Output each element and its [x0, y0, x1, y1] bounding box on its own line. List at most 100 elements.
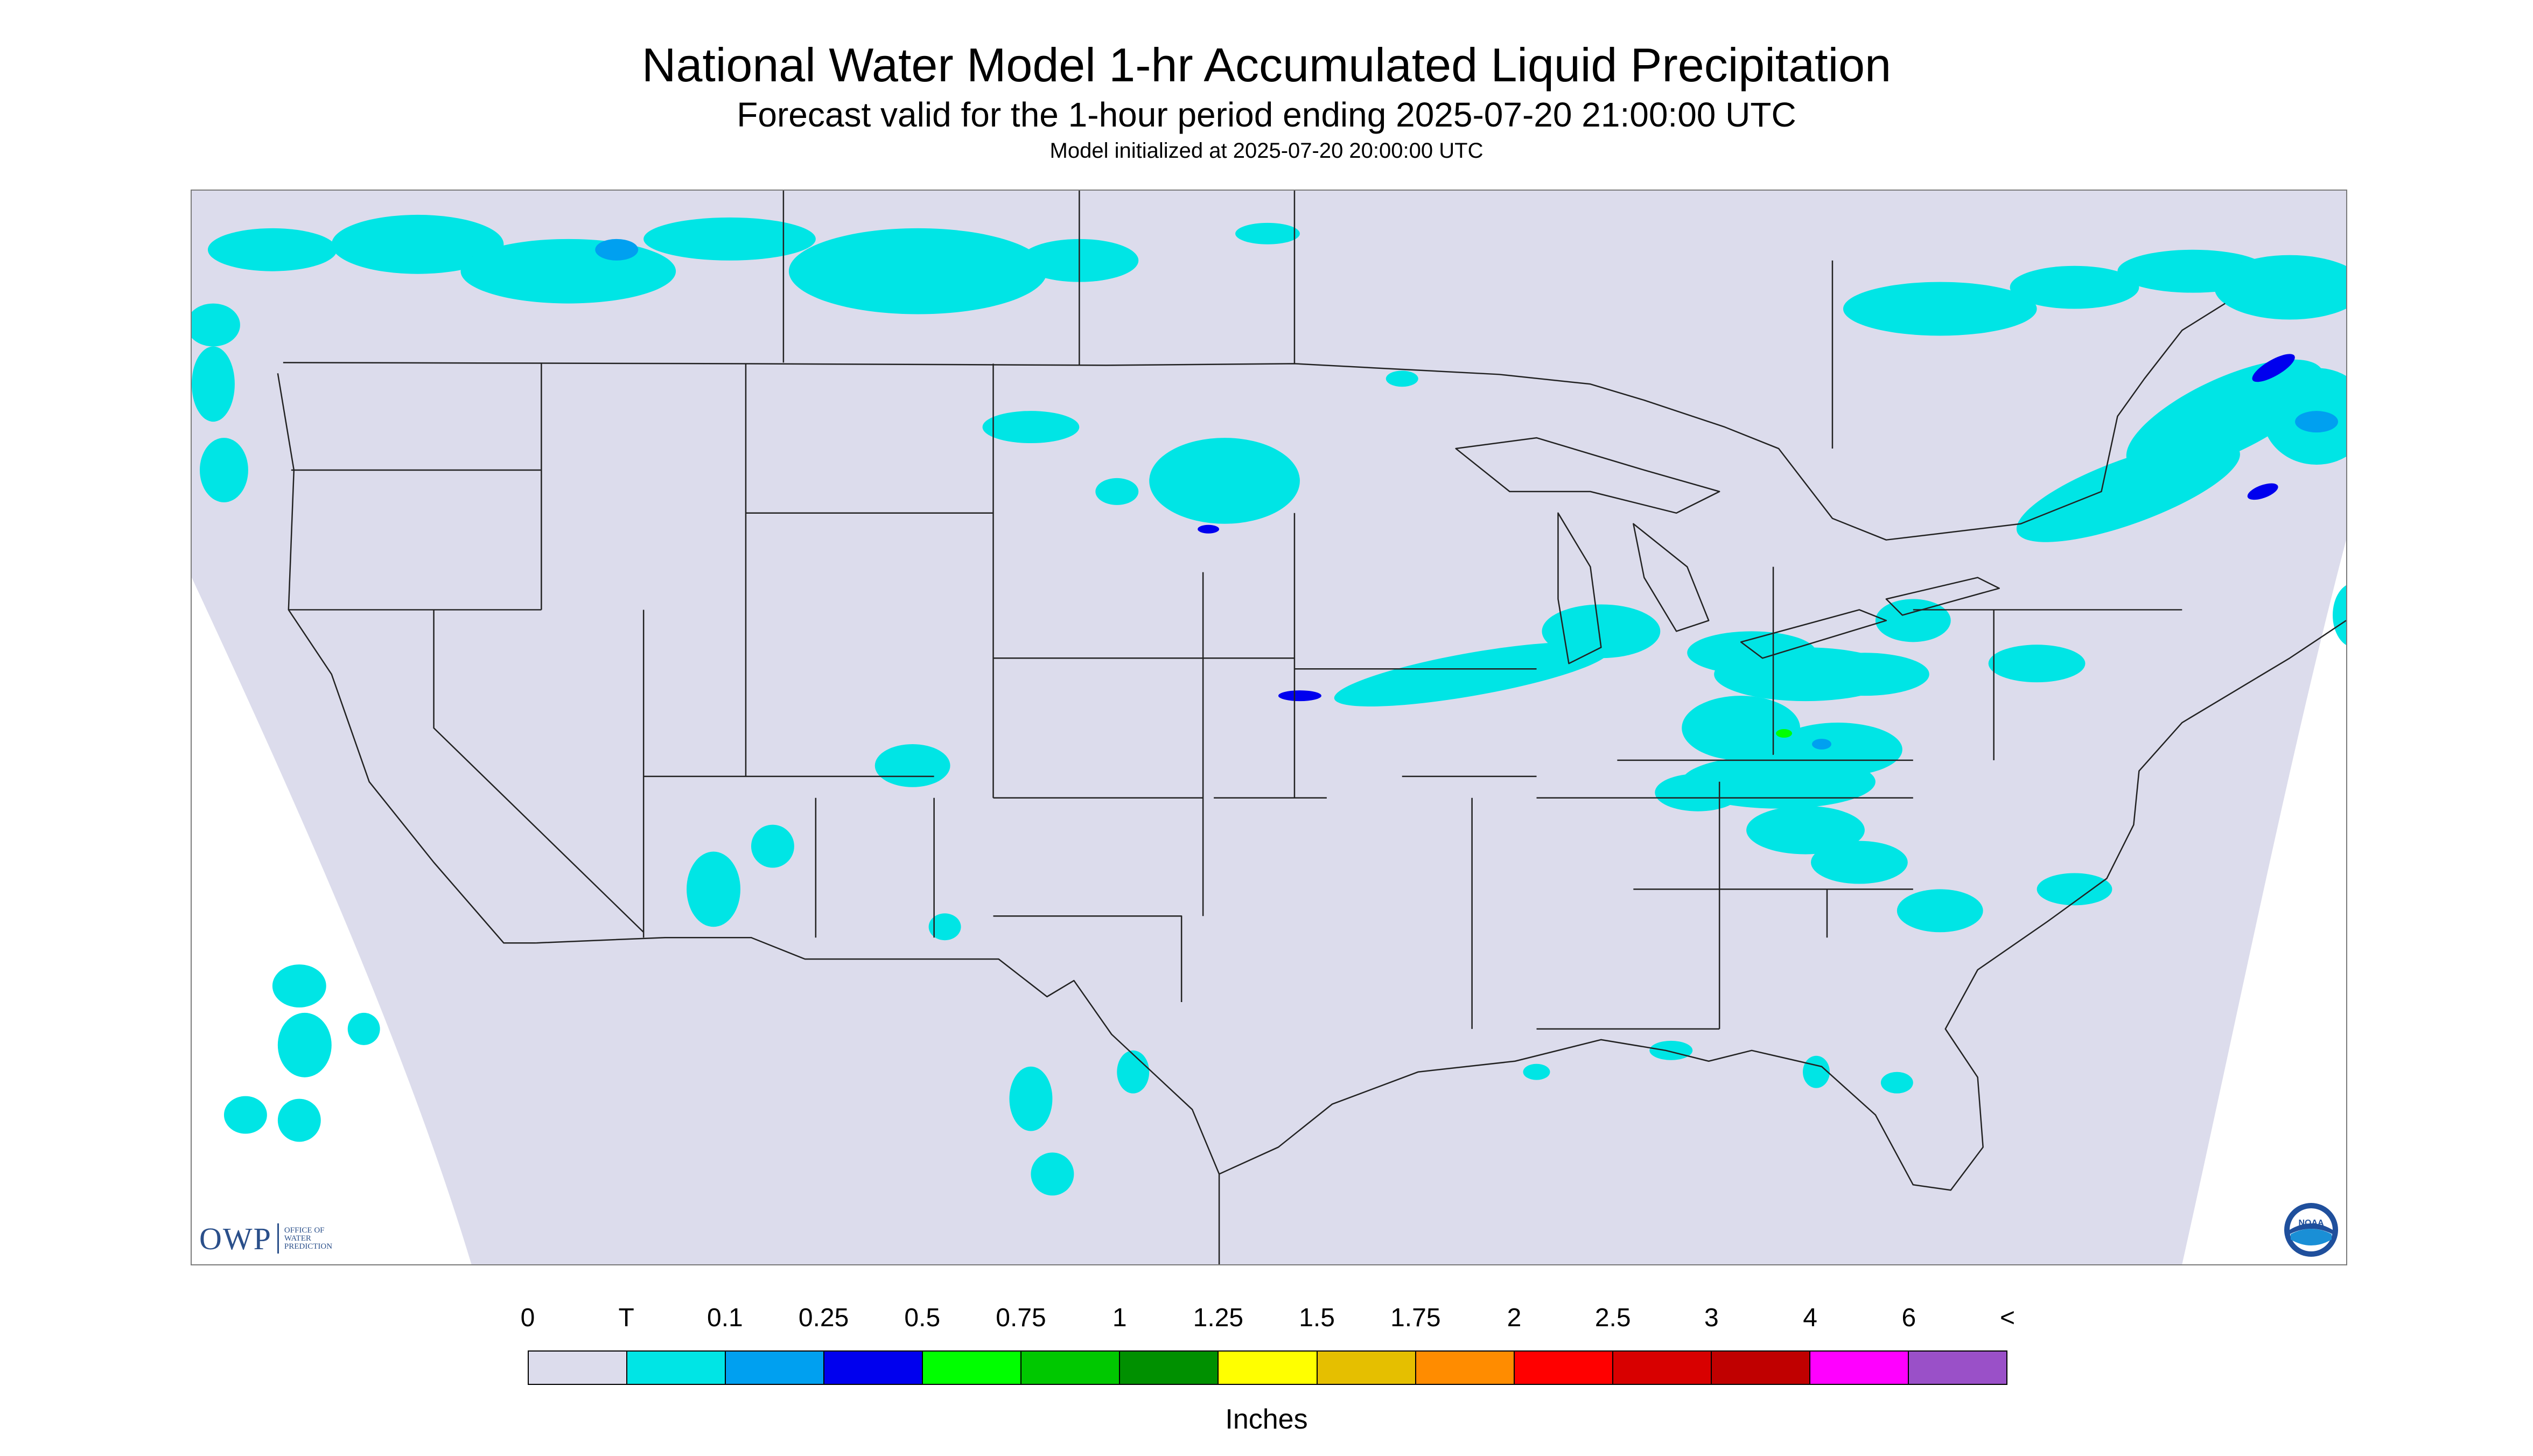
colorbar-tick-label: 2.5 [1594, 1304, 1631, 1332]
precip-area [874, 744, 950, 787]
precip-area [595, 239, 639, 261]
precip-area [199, 438, 248, 502]
precip-area [1334, 642, 1610, 706]
precip-area [277, 1098, 321, 1142]
precip-area [1031, 1152, 1074, 1196]
canada-province-line [782, 191, 1834, 449]
precip-area [1800, 653, 1929, 696]
colorbar-swatch [1317, 1352, 1416, 1384]
colorbar-swatch [1416, 1352, 1515, 1384]
colorbar-swatch [824, 1352, 923, 1384]
colorbar-tick-label: < [1999, 1304, 2016, 1332]
precip-area [1235, 222, 1300, 244]
colorbar-swatch [923, 1352, 1022, 1384]
colorbar-tick-label: 4 [1803, 1304, 1817, 1332]
precip-area [1811, 738, 1831, 750]
precip-area [928, 913, 961, 941]
owp-logo-subtext: Office of Water Prediction [284, 1226, 333, 1251]
noaa-logo-icon: NOAA [2284, 1203, 2338, 1257]
colorbar-tick-label: 2 [1507, 1304, 1522, 1332]
precip-area [1810, 841, 1908, 884]
precip-area [347, 1012, 380, 1045]
precip-area [460, 239, 676, 304]
model-init-text: Model initialized at 2025-07-20 20:00:00… [1049, 139, 1484, 163]
colorbar-tick-label: 1.75 [1390, 1304, 1441, 1332]
precip-area [223, 1096, 267, 1134]
owp-logo-line: Water [284, 1234, 311, 1243]
colorbar-tick-label: 0 [520, 1304, 535, 1332]
precip-area [2010, 265, 2139, 309]
colorbar-tick-label: T [618, 1304, 634, 1332]
colorbar-tick-label: 3 [1704, 1304, 1719, 1332]
precip-area [1776, 729, 1793, 738]
precip-area [1988, 645, 2086, 683]
precip-area [2295, 411, 2339, 433]
map-canvas [192, 191, 2346, 1264]
precip-area [2333, 585, 2346, 645]
precip-area [2247, 483, 2278, 500]
colorbar-tick-label: 1 [1112, 1304, 1127, 1332]
gulf-coastline [1219, 620, 2346, 1191]
precip-area [2252, 354, 2295, 382]
precip-area [192, 346, 235, 422]
colorbar-swatch [1908, 1352, 2006, 1384]
map-title: National Water Model 1-hr Accumulated Li… [641, 38, 1892, 92]
model-domain [192, 191, 2346, 1264]
colorbar-swatch [1514, 1352, 1613, 1384]
precip-area [277, 1012, 332, 1077]
colorbar-tick-label: 0.5 [904, 1304, 941, 1332]
precip-area [2016, 441, 2240, 542]
precip-area [331, 214, 504, 274]
us-canada-border [283, 303, 2226, 541]
us-mexico-border [536, 936, 1220, 1264]
owp-logo-line: Office of [284, 1226, 325, 1235]
colorbar-swatch [726, 1352, 825, 1384]
colorbar-swatch [529, 1352, 628, 1384]
precip-area [1198, 524, 1220, 534]
precip-area [982, 411, 1080, 444]
precip-area [751, 824, 794, 868]
precip-area [1386, 370, 1418, 387]
precip-area [687, 851, 740, 927]
colorbar-swatch [1120, 1352, 1219, 1384]
west-coastline [277, 373, 536, 944]
precip-area [1009, 1066, 1053, 1131]
precip-area [1117, 1050, 1150, 1094]
precipitation-map [191, 190, 2347, 1265]
precip-area [1880, 1072, 1913, 1094]
precip-area [207, 228, 337, 271]
colorbar-tick-label: 0.1 [707, 1304, 743, 1332]
precip-area [1682, 696, 1801, 760]
noaa-logo-text: NOAA [2298, 1219, 2324, 1228]
precip-area [1095, 478, 1139, 505]
precip-area [1746, 806, 1865, 855]
colorbar-tick-label: 0.75 [996, 1304, 1046, 1332]
colorbar-swatch [1219, 1352, 1318, 1384]
colorbar [528, 1350, 2007, 1385]
colorbar-tick-label: 0.25 [798, 1304, 849, 1332]
precip-area [1149, 438, 1300, 524]
precip-area [2037, 873, 2112, 906]
precip-area [643, 217, 816, 261]
great-lakes [1455, 437, 2000, 664]
colorbar-tick-label: 6 [1901, 1304, 1916, 1332]
precip-area [1649, 1040, 1693, 1060]
precip-area [1278, 690, 1321, 702]
precip-area [1843, 282, 2037, 336]
colorbar-swatch [1021, 1352, 1121, 1384]
owp-logo-line: Prediction [284, 1242, 333, 1251]
colorbar-units: Inches [1225, 1404, 1308, 1435]
precip-area [2214, 255, 2346, 320]
state-boundaries [277, 191, 2346, 1264]
precipitation-layer [192, 214, 2346, 1196]
colorbar-tick-label: 1.5 [1299, 1304, 1335, 1332]
colorbar-tick-label: 1.25 [1193, 1304, 1244, 1332]
owp-logo-divider [277, 1223, 279, 1254]
owp-logo: OWP Office of Water Prediction [199, 1220, 332, 1257]
precip-area [1655, 773, 1741, 811]
precip-area [272, 964, 326, 1007]
owp-logo-letters: OWP [199, 1221, 272, 1256]
map-subtitle: Forecast valid for the 1-hour period end… [737, 95, 1796, 134]
state-line [288, 363, 2182, 1030]
precip-area [1773, 723, 1902, 776]
